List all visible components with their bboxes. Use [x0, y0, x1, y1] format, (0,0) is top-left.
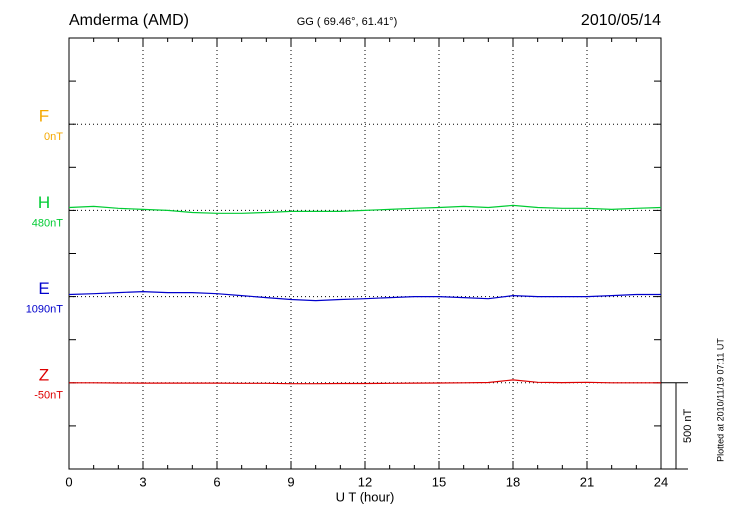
subtitle: GG ( 69.46°, 61.41°): [297, 16, 398, 28]
x-axis-label: U T (hour): [336, 489, 395, 504]
x-tick-label: 0: [65, 474, 72, 489]
trace: [68, 290, 661, 302]
scale-bar-label: 500 nT: [682, 408, 694, 443]
x-tick-label: 24: [654, 474, 668, 489]
trace: [69, 379, 661, 385]
date: 2010/05/14: [581, 12, 661, 29]
offset-label: -50nT: [34, 390, 63, 402]
series-name: E: [38, 279, 49, 298]
x-tick-label: 6: [213, 474, 220, 489]
offset-label: 0nT: [44, 131, 63, 143]
x-tick-label: 9: [287, 474, 294, 489]
x-tick-label: 15: [432, 474, 446, 489]
series-name: Z: [39, 365, 49, 384]
series-name: F: [39, 107, 49, 126]
trace: [68, 204, 662, 214]
footnote: Plotted at 2010/11/19 07:11 UT: [715, 338, 725, 462]
offset-label: 480nT: [32, 217, 63, 229]
chart-title: Amderma (AMD): [69, 12, 189, 29]
series-name: H: [38, 193, 50, 212]
x-tick-label: 21: [580, 474, 594, 489]
x-tick-label: 3: [139, 474, 146, 489]
x-tick-label: 18: [506, 474, 520, 489]
x-tick-label: 12: [358, 474, 372, 489]
offset-label: 1090nT: [26, 304, 64, 316]
